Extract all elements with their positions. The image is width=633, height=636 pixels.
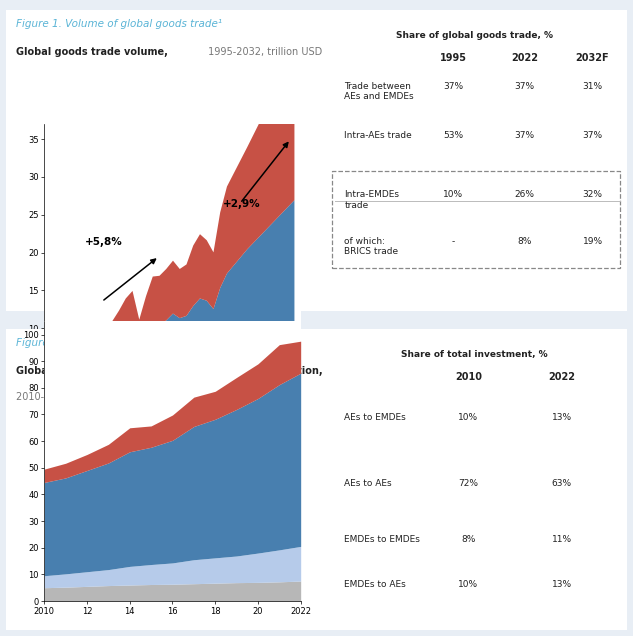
Text: 2010: 2010: [455, 372, 482, 382]
Text: Share of total investment, %: Share of total investment, %: [401, 350, 548, 359]
Text: 2022: 2022: [511, 53, 538, 63]
Text: Global goods trade volume,: Global goods trade volume,: [16, 47, 168, 57]
Text: Figure 2 Investment flows²: Figure 2 Investment flows²: [16, 338, 154, 348]
Text: 37%: 37%: [443, 82, 463, 91]
Text: Intra-EMDEs
trade: Intra-EMDEs trade: [344, 190, 399, 209]
Text: 2022: 2022: [548, 372, 575, 382]
Text: 1995: 1995: [439, 53, 467, 63]
Point: [331, 197, 339, 205]
Text: 10%: 10%: [458, 413, 479, 422]
Text: 1995-2032, trillion USD: 1995-2032, trillion USD: [205, 47, 322, 57]
Text: Figure 1. Volume of global goods trade¹: Figure 1. Volume of global goods trade¹: [16, 18, 222, 29]
Text: 26%: 26%: [515, 190, 534, 199]
Text: 13%: 13%: [551, 413, 572, 422]
Text: 10%: 10%: [443, 190, 463, 199]
Text: Trade between
AEs and EMDEs: Trade between AEs and EMDEs: [344, 82, 414, 101]
Text: AEs to EMDEs: AEs to EMDEs: [344, 413, 406, 422]
Text: 37%: 37%: [582, 132, 603, 141]
Text: 2032F: 2032F: [576, 53, 610, 63]
Text: +2,9%: +2,9%: [223, 199, 261, 209]
Text: 37%: 37%: [514, 82, 534, 91]
Text: 32%: 32%: [582, 190, 603, 199]
Text: 19%: 19%: [582, 237, 603, 245]
Text: Share of global goods trade, %: Share of global goods trade, %: [396, 31, 553, 39]
Text: 37%: 37%: [514, 132, 534, 141]
Text: 11%: 11%: [551, 535, 572, 544]
Text: 8%: 8%: [517, 237, 532, 245]
Text: EMDEs to EMDEs: EMDEs to EMDEs: [344, 535, 420, 544]
Text: 8%: 8%: [461, 535, 475, 544]
Text: Intra-AEs trade: Intra-AEs trade: [344, 132, 412, 141]
Text: AEs to AEs: AEs to AEs: [344, 479, 392, 488]
Text: Global foreign direct and portfolio investment position,: Global foreign direct and portfolio inve…: [16, 366, 322, 377]
Text: 10%: 10%: [458, 580, 479, 589]
Text: 53%: 53%: [443, 132, 463, 141]
Text: of which:
BRICS trade: of which: BRICS trade: [344, 237, 399, 256]
Text: 63%: 63%: [551, 479, 572, 488]
Text: -: -: [451, 237, 454, 245]
Text: EMDEs to AEs: EMDEs to AEs: [344, 580, 406, 589]
Text: 2010-2022, trillion USD: 2010-2022, trillion USD: [16, 392, 130, 402]
Text: 13%: 13%: [551, 580, 572, 589]
Text: +5,8%: +5,8%: [85, 237, 123, 247]
Text: 31%: 31%: [582, 82, 603, 91]
Point: [617, 197, 624, 205]
Text: 72%: 72%: [458, 479, 479, 488]
